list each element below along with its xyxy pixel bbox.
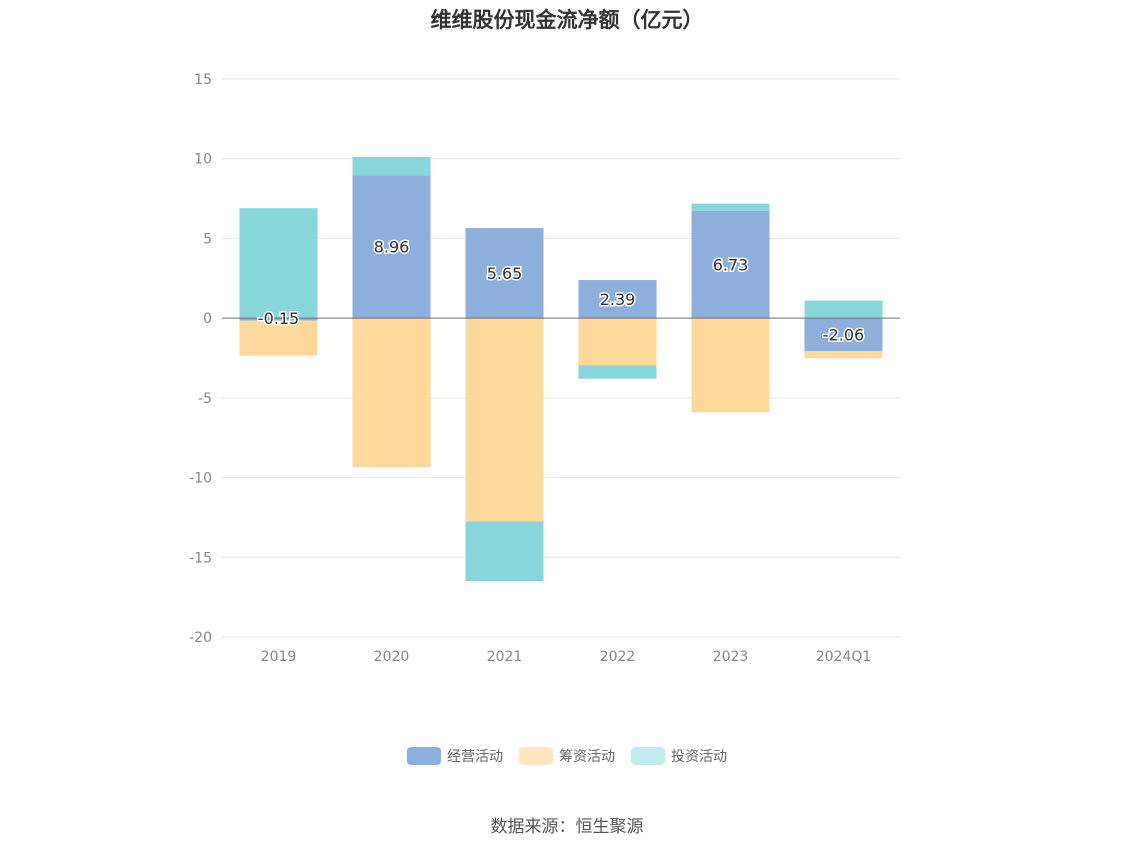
legend-item-investing[interactable]: 投资活动 [631,746,727,766]
legend-item-financing[interactable]: 筹资活动 [519,746,615,766]
bar-investing-2021[interactable] [465,521,544,582]
bar-financing-2021[interactable] [465,318,544,522]
x-tick-label: 2021 [487,649,523,665]
legend-swatch-financing [519,747,553,765]
data-label: -2.06 [823,326,864,345]
bar-operating-2023[interactable] [691,210,770,319]
bar-investing-2022[interactable] [578,365,657,379]
bar-operating-2022[interactable] [578,280,657,319]
data-label: 6.73 [713,255,749,274]
bar-investing-2024Q1[interactable] [804,300,883,319]
bar-financing-2020[interactable] [352,318,431,468]
x-tick-label: 2019 [261,649,297,665]
bar-financing-2023[interactable] [691,318,770,413]
x-tick-label: 2022 [600,649,636,665]
bar-operating-2021[interactable] [465,228,544,319]
bar-operating-2024Q1[interactable] [804,318,883,351]
data-source: 数据来源：恒生聚源 [490,817,644,837]
y-tick-label: -5 [198,391,212,407]
bar-investing-2019[interactable] [239,208,318,319]
data-labels: -0.15 8.96 5.65 2.39 6.73 -2.06 [256,236,865,346]
bar-financing-2022[interactable] [578,318,657,366]
legend-item-operating[interactable]: 经营活动 [407,746,503,766]
legend-label-financing: 筹资活动 [559,749,615,765]
y-tick-label: 5 [203,231,212,247]
legend-swatch-operating [407,747,441,765]
chart-title: 维维股份现金流净额（亿元） [430,8,704,32]
y-tick-label: 15 [194,72,212,88]
y-tick-label: 0 [203,311,212,327]
bar-financing-2024Q1[interactable] [804,350,883,359]
data-label: -0.15 [258,309,299,328]
axis-ticks: 15 10 5 0 -5 -10 -15 -20 2019 2020 2021 2022 2023 202… [189,72,871,665]
grid-lines [222,78,900,638]
bar-operating-2019[interactable] [239,318,318,321]
y-tick-label: -15 [189,550,212,566]
legend: 经营活动 筹资活动 投资活动 [0,746,1134,766]
legend-label-investing: 投资活动 [671,749,727,765]
legend-label-operating: 经营活动 [447,749,503,765]
data-label: 5.65 [487,264,523,283]
legend-swatch-investing [631,747,665,765]
data-label: 2.39 [600,290,636,309]
x-tick-label: 2020 [374,649,410,665]
y-tick-label: -20 [189,630,212,646]
bar-investing-2020[interactable] [352,156,431,176]
y-tick-label: -10 [189,471,212,487]
bar-investing-2023[interactable] [691,203,770,211]
x-tick-label: 2023 [713,649,749,665]
data-label: 8.96 [374,238,410,257]
y-tick-label: 10 [194,152,212,168]
x-tick-label: 2024Q1 [816,649,872,665]
chart-plot: -0.15 8.96 5.65 2.39 6.73 -2.06 15 10 5 0 -5 -10 -1… [189,72,900,665]
bar-financing-2019[interactable] [239,320,318,356]
bars [239,156,883,582]
bar-operating-2020[interactable] [352,175,431,319]
